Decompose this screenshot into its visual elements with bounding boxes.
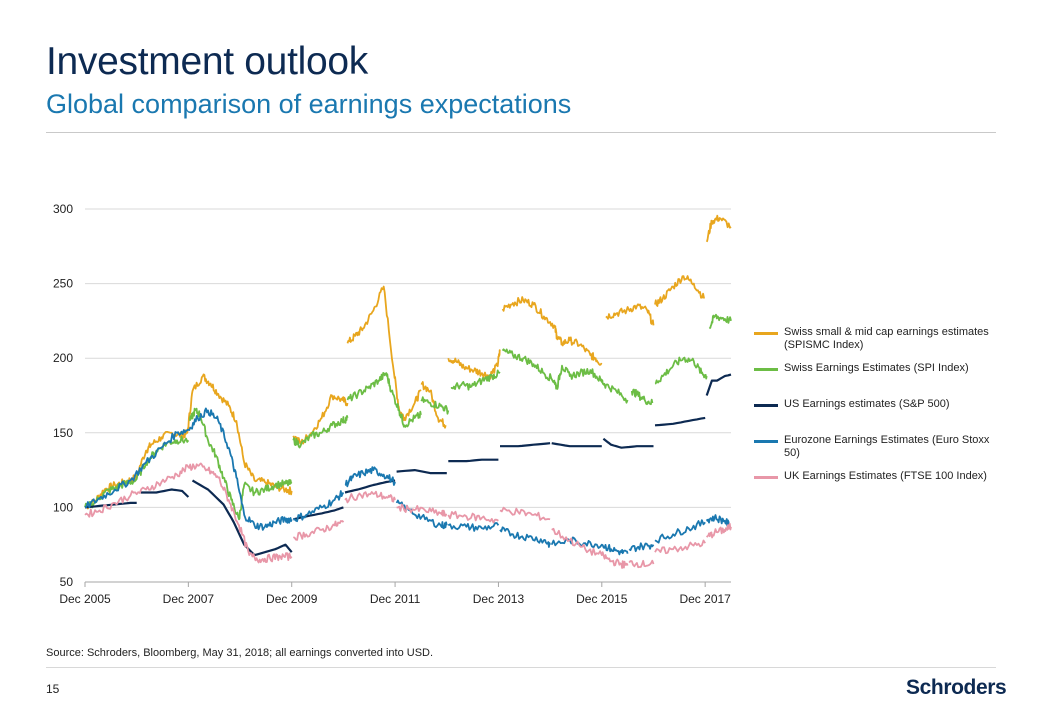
series-line-eurostoxx <box>84 407 732 556</box>
series-line-spismc <box>84 214 732 510</box>
legend-swatch-ftse <box>754 476 778 479</box>
x-tick-label-5: Dec 2015 <box>576 592 628 606</box>
y-tick-label-250: 250 <box>53 277 73 291</box>
x-tick-label-3: Dec 2011 <box>370 592 421 606</box>
legend-label-eurostoxx: Eurozone Earnings Estimates (Euro Stoxx … <box>784 434 990 459</box>
header-divider <box>46 132 996 133</box>
legend-swatch-sp500 <box>754 404 778 407</box>
x-tick-label-6: Dec 2017 <box>679 592 731 606</box>
legend-swatch-eurostoxx <box>754 440 778 443</box>
x-tick-label-0: Dec 2005 <box>59 592 111 606</box>
series-line-ftse <box>84 462 732 569</box>
legend-swatch-spismc <box>754 332 778 335</box>
legend-label-ftse: UK Earnings Estimates (FTSE 100 Index) <box>784 470 987 482</box>
x-tick-label-4: Dec 2013 <box>473 592 525 606</box>
y-tick-label-100: 100 <box>53 500 73 514</box>
legend-item-ftse: UK Earnings Estimates (FTSE 100 Index) <box>754 470 994 483</box>
brand-logo: Schroders <box>906 676 1007 699</box>
legend-label-spi: Swiss Earnings Estimates (SPI Index) <box>784 362 969 374</box>
y-tick-label-50: 50 <box>60 575 74 589</box>
page-subtitle: Global comparison of earnings expectatio… <box>46 89 572 119</box>
legend-item-spismc: Swiss small & mid cap earnings estimates… <box>754 326 994 352</box>
legend-item-spi: Swiss Earnings Estimates (SPI Index) <box>754 362 994 375</box>
x-tick-label-2: Dec 2009 <box>266 592 318 606</box>
footer-divider <box>46 667 996 668</box>
y-tick-label-150: 150 <box>53 426 73 440</box>
legend-item-sp500: US Earnings estimates (S&P 500) <box>754 398 994 411</box>
source-note: Source: Schroders, Bloomberg, May 31, 20… <box>46 647 434 659</box>
series-line-spi <box>84 313 732 521</box>
legend-item-eurostoxx: Eurozone Earnings Estimates (Euro Stoxx … <box>754 434 994 460</box>
legend-label-spismc: Swiss small & mid cap earnings estimates… <box>784 326 989 351</box>
legend-swatch-spi <box>754 368 778 371</box>
y-tick-label-300: 300 <box>53 202 73 216</box>
page-title: Investment outlook <box>46 40 368 83</box>
y-tick-label-200: 200 <box>53 351 73 365</box>
page-number: 15 <box>46 682 60 696</box>
x-tick-label-1: Dec 2007 <box>163 592 215 606</box>
legend-label-sp500: US Earnings estimates (S&P 500) <box>784 398 950 410</box>
series-line-sp500 <box>84 373 732 557</box>
